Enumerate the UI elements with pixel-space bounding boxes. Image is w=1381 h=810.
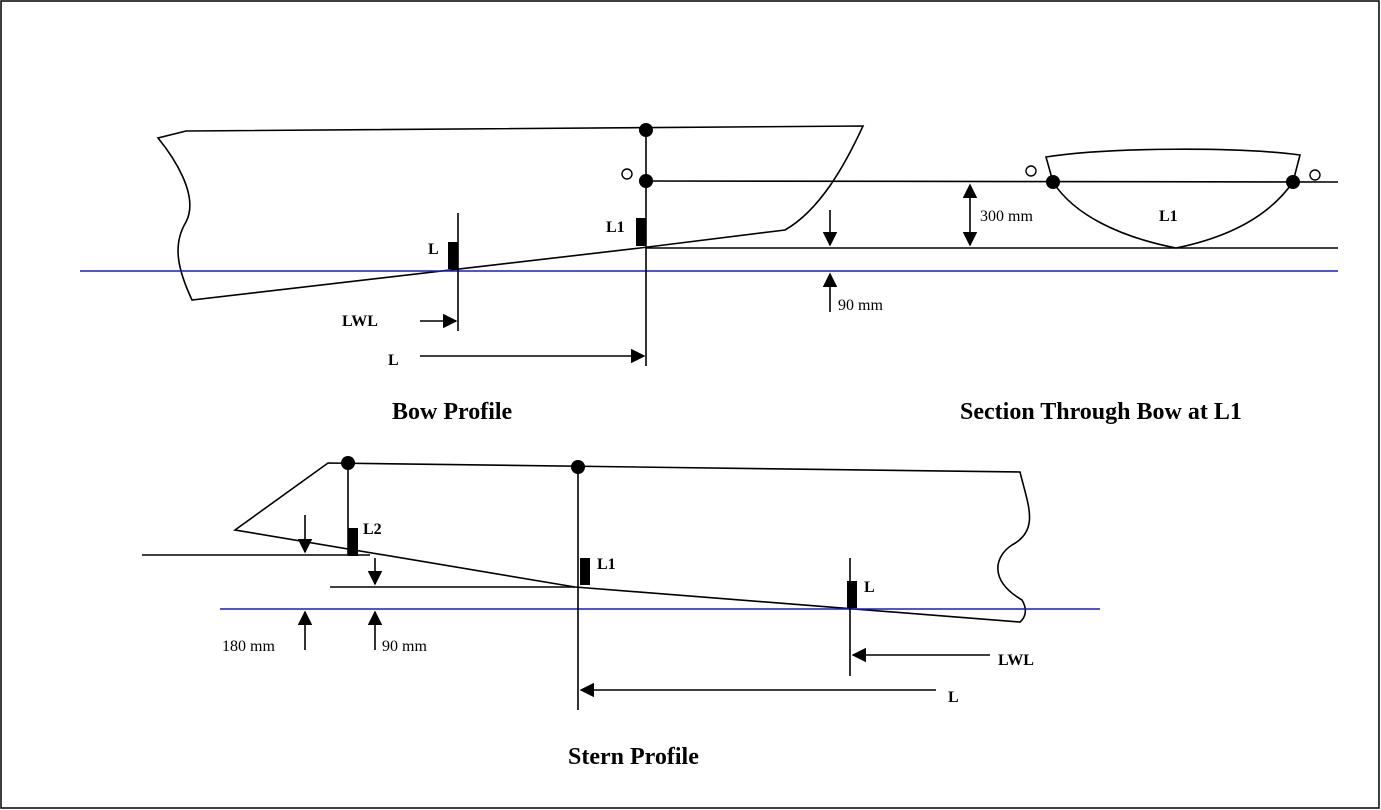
stern-mark-l1-label: L1	[597, 556, 616, 573]
bow-l1-point	[639, 174, 653, 188]
bow-mark-l1-label: L1	[606, 219, 625, 236]
bow-l-arrow-label: L	[388, 352, 399, 369]
bow-profile-caption: Bow Profile	[392, 399, 513, 425]
bow-draught-mark-l	[448, 242, 458, 269]
bow-deck-point	[639, 123, 653, 137]
stern-mark-l2-label: L2	[363, 521, 382, 538]
stern-180mm-label: 180 mm	[222, 638, 275, 655]
stern-hull-outline	[232, 462, 1031, 623]
section-l1-label: L1	[1159, 208, 1178, 225]
bow-open-point	[621, 168, 633, 180]
stern-draught-mark-l1	[580, 558, 590, 585]
bow-90mm-label: 90 mm	[838, 297, 883, 314]
section-right-point	[1286, 175, 1300, 189]
bow-deck-reference-line	[645, 180, 1339, 183]
bow-section-caption: Section Through Bow at L1	[960, 399, 1242, 425]
stern-profile: L2 L1 L 180 mm 90 mm LWL L Stern Profile	[142, 456, 1100, 770]
bow-section: L1 Section Through Bow at L1	[960, 148, 1321, 425]
stern-draught-mark-l	[847, 581, 857, 608]
bow-lwl-arrow-label: LWL	[342, 313, 378, 330]
stern-90mm-label: 90 mm	[382, 638, 427, 655]
stern-l-arrow-label: L	[948, 689, 959, 706]
stern-profile-caption: Stern Profile	[568, 744, 699, 770]
stern-mark-l-label: L	[864, 579, 875, 596]
stern-draught-mark-l2	[348, 528, 358, 556]
stern-l1-deck-point	[571, 460, 585, 474]
stern-l2-deck-point	[341, 456, 355, 470]
section-left-open-point	[1025, 165, 1037, 177]
bow-300mm-label: 300 mm	[980, 208, 1033, 225]
bow-hull-outline	[156, 125, 865, 301]
bow-profile: L L1 LWL L 300 mm 90 mm Bow Profile	[80, 123, 1339, 425]
section-right-open-point	[1309, 169, 1321, 181]
section-left-point	[1046, 175, 1060, 189]
bow-mark-l-label: L	[428, 241, 439, 258]
bow-section-outline	[1044, 148, 1302, 249]
bow-draught-mark-l1	[636, 218, 646, 246]
stern-lwl-arrow-label: LWL	[998, 652, 1034, 669]
